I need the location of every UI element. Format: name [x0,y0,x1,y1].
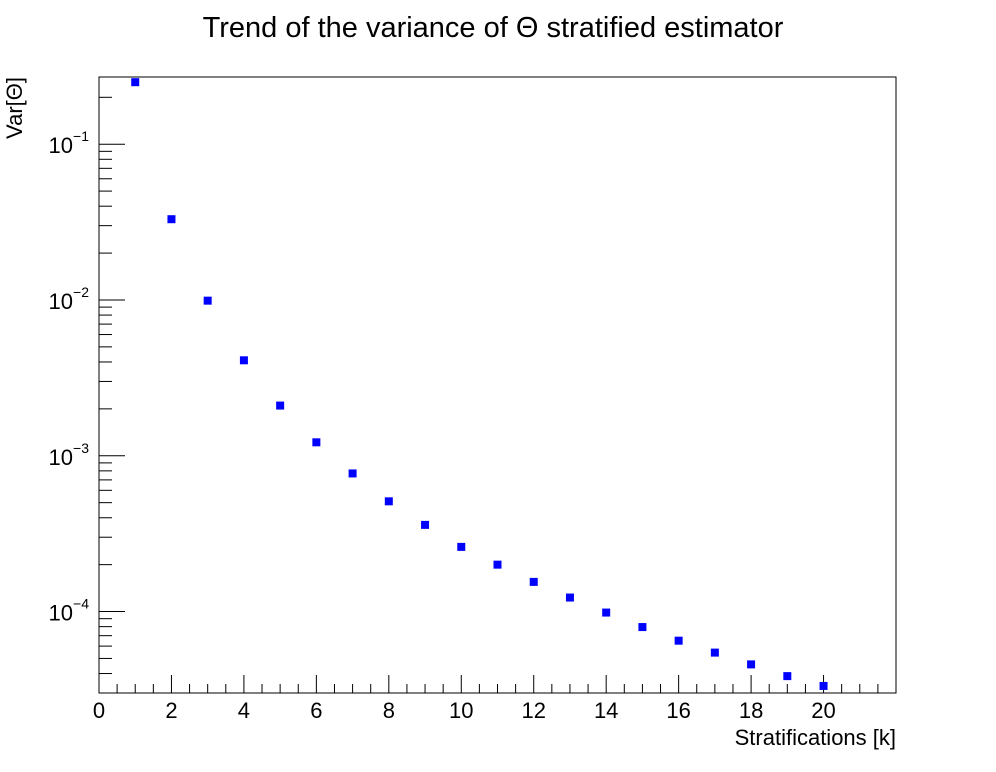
y-tick-label: 10−4 [49,596,90,626]
data-point [348,469,357,478]
data-point [276,401,285,410]
x-tick-label: 20 [811,698,835,723]
x-axis: 0 2 4 6 8 10 12 14 16 18 20 [93,675,897,723]
plot-frame [98,76,897,694]
data-point [384,497,393,506]
data-point [203,296,212,305]
data-point [239,356,248,365]
y-tick-label: 10−1 [49,128,90,158]
x-tick-label: 10 [449,698,473,723]
x-tick-label: 4 [238,698,250,723]
x-tick-label: 14 [594,698,618,723]
data-point [638,623,647,632]
data-point [565,593,574,602]
data-point [602,608,611,617]
y-tick-label: 10−3 [49,440,90,470]
y-tick-label: 10−2 [49,284,90,314]
y-axis: 10−4 10−3 10−2 10−1 [49,96,125,694]
data-point [674,636,683,645]
data-points [131,78,828,690]
data-point [167,215,176,224]
data-point [312,438,321,447]
data-point [819,681,828,690]
x-tick-label: 18 [739,698,763,723]
data-point [457,542,466,551]
x-tick-label: 0 [93,698,105,723]
data-point [529,577,538,586]
data-point [493,560,502,569]
x-axis-label: Stratifications [k] [735,725,896,750]
y-axis-label: Var[Θ] [2,77,27,139]
x-tick-label: 8 [383,698,395,723]
x-tick-label: 6 [310,698,322,723]
data-point [421,520,430,529]
data-point [747,660,756,669]
data-point [783,672,792,681]
data-point [131,78,140,87]
chart-title: Trend of the variance of Θ stratified es… [203,12,784,44]
data-point [710,648,719,657]
x-tick-label: 2 [165,698,177,723]
x-tick-label: 16 [666,698,690,723]
x-tick-label: 12 [521,698,545,723]
